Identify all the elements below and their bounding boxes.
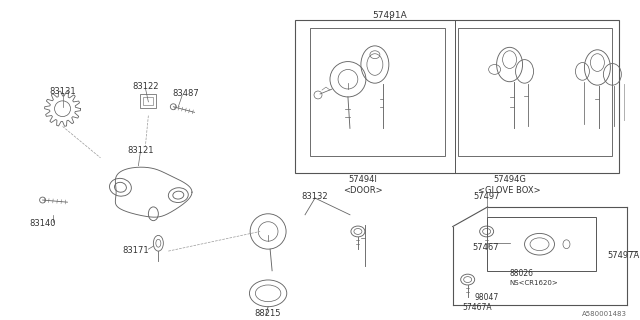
Text: 57494G
<GLOVE BOX>: 57494G <GLOVE BOX>	[478, 175, 541, 195]
Text: 57497: 57497	[474, 192, 500, 201]
Text: 57497A: 57497A	[607, 251, 639, 260]
Text: NS<CR1620>: NS<CR1620>	[509, 280, 558, 285]
Text: 83132: 83132	[301, 192, 328, 201]
Bar	[295, 20, 620, 172]
Bar	[310, 28, 445, 156]
Text: A580001483: A580001483	[582, 311, 627, 317]
Bar	[486, 217, 596, 271]
Text: 83171: 83171	[122, 246, 148, 255]
Bar	[143, 97, 154, 105]
Text: 57491A: 57491A	[372, 11, 407, 20]
Text: 88026: 88026	[509, 269, 534, 278]
Text: 83122: 83122	[132, 82, 159, 91]
Text: 83121: 83121	[127, 146, 154, 155]
Text: 88215: 88215	[255, 309, 282, 318]
Text: 83487: 83487	[172, 89, 198, 98]
Text: 57467A: 57467A	[463, 303, 492, 312]
Bar	[140, 94, 156, 108]
Text: 83140: 83140	[29, 219, 56, 228]
Text: 98047: 98047	[475, 293, 499, 302]
Text: 57494I
<DOOR>: 57494I <DOOR>	[343, 175, 383, 195]
Bar	[458, 28, 612, 156]
Text: 57467: 57467	[473, 243, 499, 252]
Text: 83131: 83131	[49, 87, 76, 96]
